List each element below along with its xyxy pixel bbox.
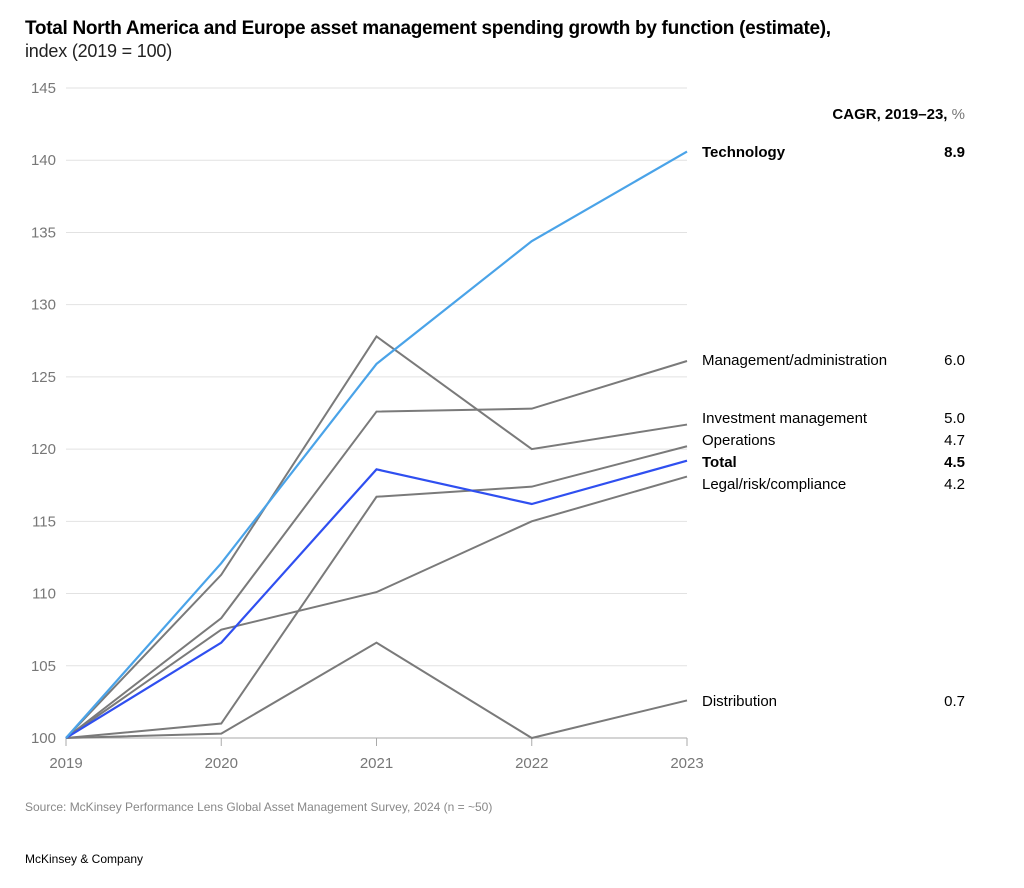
y-tick-label: 145 — [31, 80, 56, 97]
legend-label: Operations — [702, 432, 775, 449]
y-tick-label: 120 — [31, 441, 56, 458]
series-lines — [65, 150, 688, 740]
brand-logo-text: McKinsey & Company — [25, 852, 144, 866]
y-tick-label: 115 — [32, 513, 56, 530]
series-line-total — [65, 459, 688, 739]
gridlines — [66, 87, 687, 667]
cagr-value: 4.5 — [944, 454, 965, 471]
cagr-value: 0.7 — [944, 693, 965, 710]
legend-label: Distribution — [702, 693, 777, 710]
x-tick-label: 2023 — [670, 755, 703, 772]
series-line-management-administration — [65, 360, 688, 739]
legend: CAGR, 2019–23, % Technology 8.9 Management… — [702, 106, 965, 710]
series-line-legal-risk-compliance — [65, 475, 688, 739]
x-tick-label: 2022 — [515, 755, 548, 772]
x-tick-label: 2021 — [360, 755, 393, 772]
y-tick-label: 105 — [31, 658, 56, 675]
cagr-value: 4.7 — [944, 432, 965, 449]
cagr-value: 6.0 — [944, 352, 965, 369]
y-tick-label: 125 — [31, 369, 56, 386]
cagr-value: 4.2 — [944, 476, 965, 493]
legend-label: Investment management — [702, 410, 868, 427]
x-axis: 2019 2020 2021 2022 2023 — [49, 737, 704, 772]
legend-label: Total — [702, 454, 737, 471]
cagr-value: 8.9 — [944, 144, 965, 161]
y-tick-label: 110 — [32, 586, 56, 603]
y-tick-label: 135 — [31, 224, 56, 241]
series-line-technology — [65, 150, 688, 739]
series-line-distribution — [65, 641, 688, 740]
chart-title: Total North America and Europe asset man… — [25, 18, 831, 39]
series-line-investment-management — [65, 335, 688, 739]
cagr-header: CAGR, 2019–23, % — [832, 106, 965, 123]
chart-subtitle: index (2019 = 100) — [25, 41, 173, 61]
x-tick-label: 2019 — [49, 755, 82, 772]
series-line-operations — [65, 445, 688, 739]
y-tick-label: 140 — [31, 152, 56, 169]
legend-label: Technology — [702, 144, 786, 161]
x-tick-label: 2020 — [205, 755, 238, 772]
y-tick-label: 130 — [31, 297, 56, 314]
y-tick-label: 100 — [31, 730, 56, 747]
y-axis-ticks: 100 105 110 115 120 125 130 135 140 145 — [31, 80, 56, 747]
legend-label: Management/administration — [702, 352, 887, 369]
source-note: Source: McKinsey Performance Lens Global… — [25, 800, 493, 814]
cagr-value: 5.0 — [944, 410, 965, 427]
legend-label: Legal/risk/compliance — [702, 476, 846, 493]
